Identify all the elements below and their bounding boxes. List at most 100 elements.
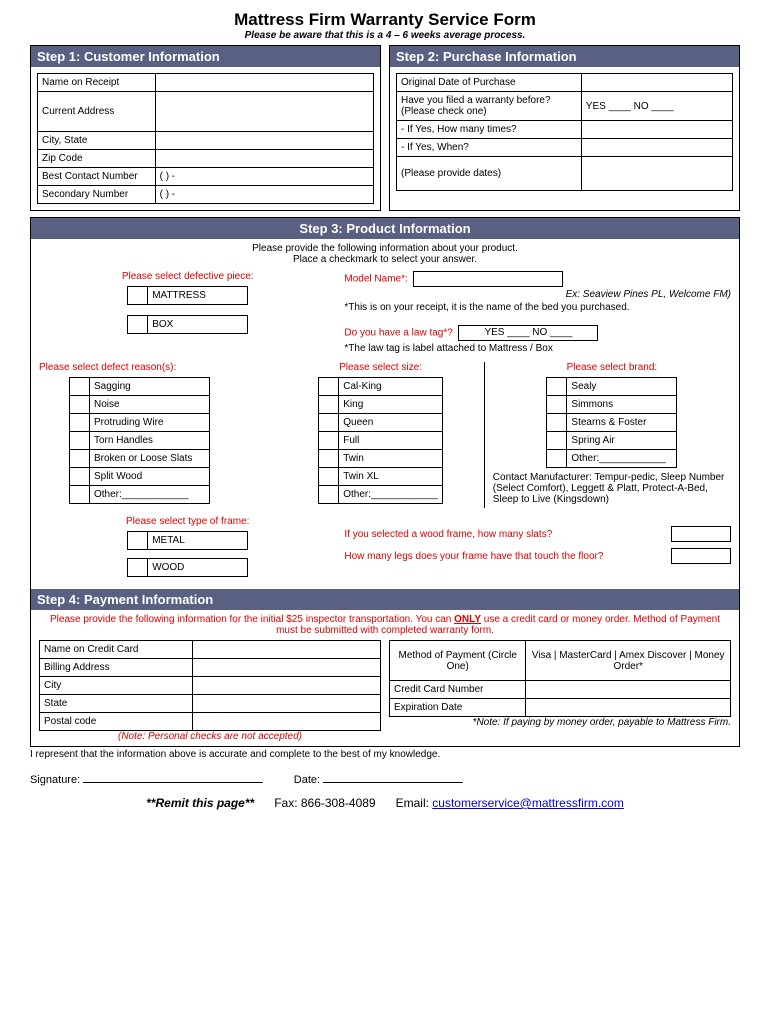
option: Torn Handles	[90, 432, 210, 450]
checkbox[interactable]	[70, 432, 90, 450]
option: Queen	[339, 414, 443, 432]
brand-options: Sealy Simmons Stearns & Foster Spring Ai…	[546, 377, 677, 468]
input-cell[interactable]	[193, 659, 381, 677]
checkbox[interactable]	[128, 287, 148, 305]
model-label: Model Name*:	[344, 274, 407, 285]
option: Noise	[90, 396, 210, 414]
step3-header: Step 3: Product Information	[31, 218, 739, 239]
defective-options: BOX	[127, 315, 248, 334]
checkbox[interactable]	[547, 432, 567, 450]
step3-intro2: Place a checkmark to select your answer.	[39, 254, 731, 265]
contact-note: Contact Manufacturer: Tempur-pedic, Slee…	[493, 472, 731, 505]
checkbox[interactable]	[319, 486, 339, 504]
model-example: Ex: Seaview Pines PL, Welcome FM)	[344, 289, 731, 300]
method-value[interactable]: Visa | MasterCard | Amex Discover | Mone…	[526, 641, 731, 681]
defective-options: MATTRESS	[127, 286, 248, 305]
input-cell[interactable]	[526, 681, 731, 699]
checkbox[interactable]	[70, 396, 90, 414]
checkbox[interactable]	[319, 396, 339, 414]
lawtag-label: Do you have a law tag*?	[344, 328, 452, 339]
label: Expiration Date	[390, 699, 526, 717]
step1-header: Step 1: Customer Information	[31, 46, 380, 67]
step4-header: Step 4: Payment Information	[31, 589, 739, 610]
checkbox[interactable]	[128, 559, 148, 577]
step3-intro1: Please provide the following information…	[39, 243, 731, 254]
option: Stearns & Foster	[567, 414, 677, 432]
mo-note: *Note: If paying by money order, payable…	[389, 717, 731, 728]
input-cell[interactable]	[155, 74, 373, 92]
checkbox[interactable]	[547, 414, 567, 432]
date-line[interactable]	[323, 782, 463, 783]
slats-input[interactable]	[671, 526, 731, 542]
form-subtitle: Please be aware that this is a 4 – 6 wee…	[30, 30, 740, 41]
step3-box: Step 3: Product Information Please provi…	[30, 217, 740, 747]
checkbox[interactable]	[319, 432, 339, 450]
label: City	[40, 677, 193, 695]
defect-reasons: Sagging Noise Protruding Wire Torn Handl…	[69, 377, 210, 504]
label: Zip Code	[38, 150, 156, 168]
checkbox[interactable]	[128, 532, 148, 550]
input-cell[interactable]: YES ____ NO ____	[581, 92, 732, 121]
option: Twin	[339, 450, 443, 468]
checkbox[interactable]	[319, 378, 339, 396]
option: Other:____________	[339, 486, 443, 504]
email-link[interactable]: customerservice@mattressfirm.com	[432, 796, 624, 810]
receipt-note: *This is on your receipt, it is the name…	[344, 302, 731, 313]
input-cell[interactable]: ( ) -	[155, 186, 373, 204]
input-cell[interactable]	[155, 150, 373, 168]
label: Original Date of Purchase	[397, 74, 582, 92]
input-cell[interactable]	[193, 713, 381, 731]
lawtag-value[interactable]: YES ____ NO ____	[458, 325, 598, 341]
option: Spring Air	[567, 432, 677, 450]
label: Secondary Number	[38, 186, 156, 204]
label: Name on Credit Card	[40, 641, 193, 659]
checkbox[interactable]	[319, 468, 339, 486]
label: Credit Card Number	[390, 681, 526, 699]
input-cell[interactable]: ( ) -	[155, 168, 373, 186]
option: METAL	[148, 532, 248, 550]
input-cell[interactable]	[193, 677, 381, 695]
input-cell[interactable]	[193, 695, 381, 713]
checkbox[interactable]	[70, 450, 90, 468]
checkbox[interactable]	[128, 316, 148, 334]
step4-intro: Please provide the following information…	[39, 614, 731, 636]
checkbox[interactable]	[547, 450, 567, 468]
label: Name on Receipt	[38, 74, 156, 92]
checkbox[interactable]	[70, 468, 90, 486]
input-cell[interactable]	[581, 139, 732, 157]
input-cell[interactable]	[581, 121, 732, 139]
label: Billing Address	[40, 659, 193, 677]
option: Other:____________	[90, 486, 210, 504]
label: Postal code	[40, 713, 193, 731]
checkbox[interactable]	[70, 378, 90, 396]
option: Sealy	[567, 378, 677, 396]
signature-line[interactable]	[83, 782, 263, 783]
input-cell[interactable]	[581, 74, 732, 92]
input-cell[interactable]	[581, 157, 732, 191]
option: Sagging	[90, 378, 210, 396]
checkbox[interactable]	[70, 414, 90, 432]
label: State	[40, 695, 193, 713]
label: City, State	[38, 132, 156, 150]
step2-table: Original Date of Purchase Have you filed…	[396, 73, 733, 191]
checkbox[interactable]	[547, 396, 567, 414]
input-cell[interactable]	[193, 641, 381, 659]
legs-input[interactable]	[671, 548, 731, 564]
label: Best Contact Number	[38, 168, 156, 186]
lawtag-note: *The law tag is label attached to Mattre…	[344, 343, 731, 354]
step1-table: Name on Receipt Current Address City, St…	[37, 73, 374, 204]
model-input[interactable]	[413, 271, 563, 287]
step2-box: Step 2: Purchase Information Original Da…	[389, 45, 740, 211]
input-cell[interactable]	[155, 132, 373, 150]
checkbox[interactable]	[319, 450, 339, 468]
signature-row: Signature: Date:	[30, 774, 740, 786]
footer: **Remit this page** Fax: 866-308-4089 Em…	[30, 796, 740, 810]
frame-label: Please select type of frame:	[39, 516, 336, 527]
checkbox[interactable]	[70, 486, 90, 504]
input-cell[interactable]	[155, 92, 373, 132]
checkbox[interactable]	[319, 414, 339, 432]
checkbox[interactable]	[547, 378, 567, 396]
check-note: (Note: Personal checks are not accepted)	[39, 731, 381, 742]
option: King	[339, 396, 443, 414]
input-cell[interactable]	[526, 699, 731, 717]
